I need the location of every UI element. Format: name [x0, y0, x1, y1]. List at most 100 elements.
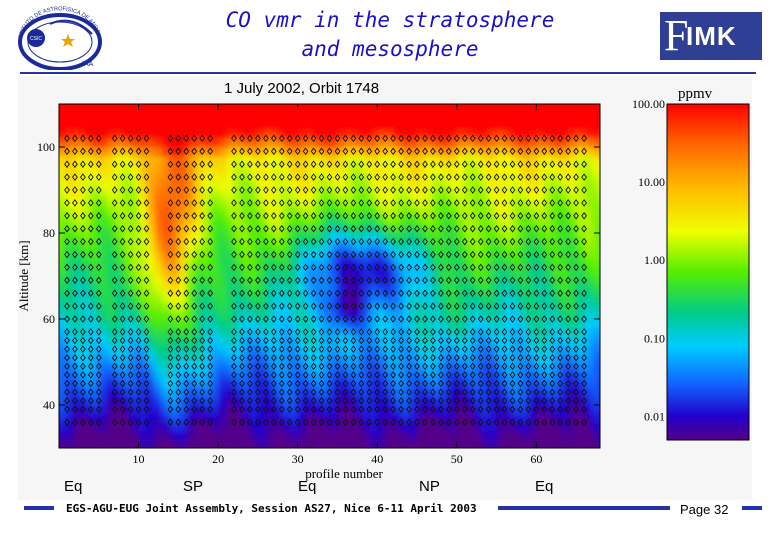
retrieval-marker [302, 362, 309, 371]
retrieval-marker [278, 276, 285, 285]
retrieval-marker [239, 237, 245, 246]
retrieval-marker [247, 371, 253, 379]
retrieval-marker [239, 328, 245, 336]
retrieval-marker [135, 276, 142, 285]
retrieval-marker [438, 418, 444, 426]
retrieval-marker [270, 353, 277, 362]
retrieval-marker [143, 379, 150, 388]
retrieval-marker [557, 302, 564, 310]
retrieval-marker [72, 250, 78, 259]
retrieval-marker [509, 379, 516, 388]
retrieval-marker [350, 396, 357, 405]
retrieval-marker [119, 362, 126, 371]
retrieval-marker [477, 276, 484, 285]
retrieval-marker [517, 224, 524, 233]
retrieval-marker [294, 224, 301, 233]
retrieval-marker [406, 147, 412, 156]
retrieval-marker [80, 250, 86, 259]
retrieval-marker [549, 405, 556, 414]
retrieval-marker [175, 396, 182, 405]
retrieval-marker [549, 388, 556, 396]
retrieval-marker [87, 345, 94, 353]
retrieval-marker [342, 276, 349, 285]
retrieval-marker [549, 212, 556, 220]
retrieval-marker [358, 250, 365, 259]
retrieval-marker [390, 134, 396, 143]
retrieval-marker [581, 237, 587, 246]
retrieval-marker [414, 371, 420, 379]
retrieval-marker [255, 276, 261, 285]
retrieval-marker [143, 396, 150, 405]
retrieval-marker [453, 396, 460, 405]
retrieval-marker [557, 345, 564, 353]
retrieval-marker [461, 405, 468, 414]
retrieval-marker [501, 396, 508, 405]
retrieval-marker [461, 396, 468, 405]
retrieval-marker [255, 263, 261, 272]
retrieval-marker [493, 315, 500, 323]
retrieval-marker [517, 134, 524, 143]
retrieval-marker [350, 263, 357, 272]
retrieval-marker [263, 315, 269, 323]
retrieval-marker [565, 224, 572, 233]
retrieval-marker [207, 302, 214, 310]
retrieval-marker [422, 160, 428, 168]
retrieval-marker [533, 147, 540, 156]
retrieval-marker [358, 199, 365, 207]
retrieval-marker [286, 353, 293, 362]
retrieval-marker [557, 212, 564, 220]
retrieval-marker [270, 250, 277, 259]
retrieval-marker [430, 315, 436, 323]
retrieval-marker [127, 212, 134, 220]
retrieval-marker [175, 250, 182, 259]
retrieval-marker [207, 405, 214, 414]
retrieval-marker [350, 302, 357, 310]
retrieval-marker [581, 134, 587, 143]
retrieval-marker [239, 134, 245, 143]
retrieval-marker [358, 134, 365, 143]
retrieval-marker [533, 328, 540, 336]
retrieval-marker [239, 371, 245, 379]
retrieval-marker [143, 315, 150, 323]
retrieval-marker [318, 224, 325, 233]
retrieval-marker [414, 315, 420, 323]
retrieval-marker [390, 379, 396, 388]
retrieval-marker [461, 371, 468, 379]
retrieval-marker [167, 224, 174, 233]
retrieval-marker [445, 186, 452, 194]
retrieval-marker [302, 336, 309, 345]
retrieval-marker [286, 371, 293, 379]
retrieval-marker [549, 345, 556, 353]
retrieval-marker [406, 250, 412, 259]
retrieval-marker [565, 302, 572, 310]
retrieval-marker [477, 250, 484, 259]
footer-rule-left [24, 506, 54, 510]
retrieval-marker [143, 263, 150, 272]
retrieval-marker [390, 263, 396, 272]
retrieval-marker [334, 289, 341, 297]
retrieval-marker [374, 173, 381, 181]
retrieval-marker [231, 289, 237, 297]
retrieval-marker [247, 328, 253, 336]
retrieval-marker [406, 379, 412, 388]
retrieval-marker [270, 186, 277, 194]
retrieval-marker [72, 147, 78, 156]
retrieval-marker [366, 315, 373, 323]
retrieval-marker [557, 353, 564, 362]
retrieval-marker [557, 371, 564, 379]
retrieval-marker [573, 263, 579, 272]
retrieval-marker [525, 418, 532, 426]
retrieval-marker [398, 302, 404, 310]
retrieval-marker [453, 199, 460, 207]
retrieval-marker [453, 263, 460, 272]
retrieval-marker [135, 345, 142, 353]
retrieval-marker [87, 302, 94, 310]
retrieval-marker [493, 147, 500, 156]
retrieval-marker [64, 250, 70, 259]
retrieval-marker [485, 224, 492, 233]
retrieval-marker [175, 173, 182, 181]
retrieval-marker [414, 147, 420, 156]
retrieval-marker [374, 328, 381, 336]
retrieval-marker [541, 405, 548, 414]
retrieval-marker [525, 315, 532, 323]
